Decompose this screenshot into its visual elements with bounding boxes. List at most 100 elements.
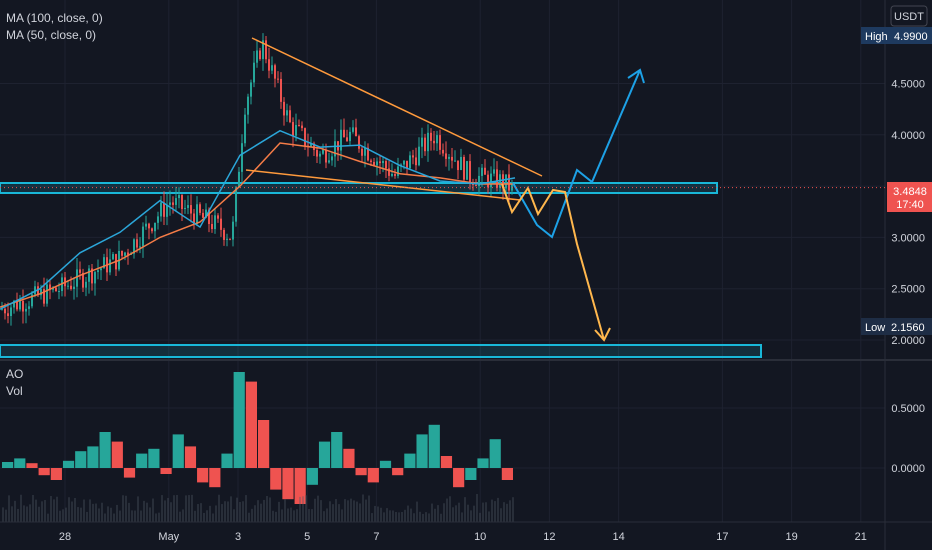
candle-up bbox=[40, 289, 42, 296]
volume-bar bbox=[248, 512, 250, 522]
candle-down bbox=[37, 286, 39, 296]
candle-down bbox=[487, 174, 489, 188]
candle-down bbox=[43, 289, 45, 304]
volume-bar bbox=[461, 512, 463, 522]
ao-bar bbox=[258, 420, 270, 468]
ao-tick-label: 0.5000 bbox=[891, 403, 925, 415]
volume-bar bbox=[20, 494, 22, 522]
candle-down bbox=[445, 153, 447, 159]
candle-down bbox=[325, 149, 327, 163]
ao-bar bbox=[75, 451, 87, 468]
volume-bar bbox=[284, 499, 286, 522]
candle-down bbox=[259, 50, 261, 60]
volume-bar bbox=[239, 502, 241, 522]
candle-up bbox=[58, 291, 60, 293]
volume-bar bbox=[332, 504, 334, 522]
volume-bar bbox=[146, 502, 148, 522]
ao-bar bbox=[270, 468, 282, 490]
x-tick-label: 3 bbox=[235, 531, 241, 543]
volume-bar bbox=[188, 495, 190, 522]
volume-bar bbox=[254, 505, 256, 522]
volume-bar bbox=[458, 502, 460, 522]
candle-up bbox=[295, 124, 297, 136]
volume-bar bbox=[230, 496, 232, 522]
volume-bar bbox=[398, 512, 400, 522]
volume-bar bbox=[56, 496, 58, 522]
legend-vol[interactable]: Vol bbox=[6, 384, 23, 398]
candle-up bbox=[187, 205, 189, 208]
candle-down bbox=[283, 101, 285, 116]
currency-label: USDT bbox=[894, 11, 924, 23]
candle-down bbox=[181, 195, 183, 209]
volume-bar bbox=[77, 507, 79, 522]
candle-up bbox=[403, 160, 405, 165]
volume-bar bbox=[416, 501, 418, 522]
ao-bar bbox=[26, 463, 38, 468]
ao-bar bbox=[501, 468, 513, 480]
legend-ao[interactable]: AO bbox=[6, 367, 23, 381]
legend-ma100[interactable]: MA (100, close, 0) bbox=[6, 11, 103, 25]
ao-bar bbox=[111, 441, 123, 468]
bearish-arrowhead bbox=[594, 327, 611, 342]
candle-down bbox=[136, 239, 138, 248]
candle-up bbox=[409, 155, 411, 169]
volume-bar bbox=[62, 509, 64, 522]
volume-bar bbox=[137, 496, 139, 522]
candle-up bbox=[52, 287, 54, 290]
y-tick-label: 4.0000 bbox=[891, 130, 925, 142]
volume-bar bbox=[98, 508, 100, 522]
ao-bar bbox=[160, 468, 172, 474]
candle-up bbox=[196, 204, 198, 224]
high-label: High bbox=[865, 31, 888, 43]
volume-bar bbox=[446, 498, 448, 522]
volume-bar bbox=[101, 502, 103, 522]
volume-bar bbox=[287, 508, 289, 522]
last-price-tag: 3.4848 17:40 bbox=[887, 182, 932, 212]
candle-up bbox=[481, 167, 483, 176]
candle-down bbox=[430, 132, 432, 141]
candle-up bbox=[10, 307, 12, 316]
currency-button[interactable] bbox=[890, 5, 928, 27]
candle-up bbox=[466, 161, 468, 180]
candle-up bbox=[262, 40, 264, 60]
candle-down bbox=[439, 135, 441, 150]
volume-bar bbox=[203, 512, 205, 522]
candle-down bbox=[475, 184, 477, 187]
low-tag: Low 2.1560 bbox=[861, 318, 932, 335]
candle-up bbox=[460, 156, 462, 171]
volume-bar bbox=[176, 494, 178, 522]
candle-down bbox=[292, 122, 294, 136]
volume-bar bbox=[53, 499, 55, 522]
candle-up bbox=[364, 147, 366, 156]
volume-bar bbox=[467, 504, 469, 522]
volume-bar bbox=[116, 504, 118, 522]
candle-down bbox=[151, 228, 153, 232]
volume-bar bbox=[281, 509, 283, 522]
volume-bar bbox=[368, 495, 370, 522]
candle-up bbox=[349, 131, 351, 142]
legend-ma50[interactable]: MA (50, close, 0) bbox=[6, 28, 96, 42]
volume-bar bbox=[29, 504, 31, 522]
candle-up bbox=[340, 129, 342, 151]
volume-bar bbox=[215, 505, 217, 522]
volume-bar bbox=[104, 513, 106, 522]
low-value: 2.1560 bbox=[891, 322, 925, 334]
volume-bar bbox=[413, 513, 415, 522]
candle-up bbox=[334, 141, 336, 157]
volume-bar bbox=[296, 509, 298, 522]
volume-bar bbox=[356, 501, 358, 522]
candle-down bbox=[211, 224, 213, 230]
volume-bar bbox=[359, 503, 361, 522]
volume-bar bbox=[410, 508, 412, 522]
candle-down bbox=[343, 129, 345, 138]
volume-bar bbox=[305, 495, 307, 522]
candle-up bbox=[286, 110, 288, 116]
volume-bar bbox=[140, 510, 142, 522]
volume-bar bbox=[128, 502, 130, 522]
volume-bar bbox=[440, 513, 442, 522]
candle-down bbox=[223, 229, 225, 240]
candle-down bbox=[7, 313, 9, 316]
volume-bar bbox=[11, 506, 13, 522]
volume-bar bbox=[338, 504, 340, 522]
